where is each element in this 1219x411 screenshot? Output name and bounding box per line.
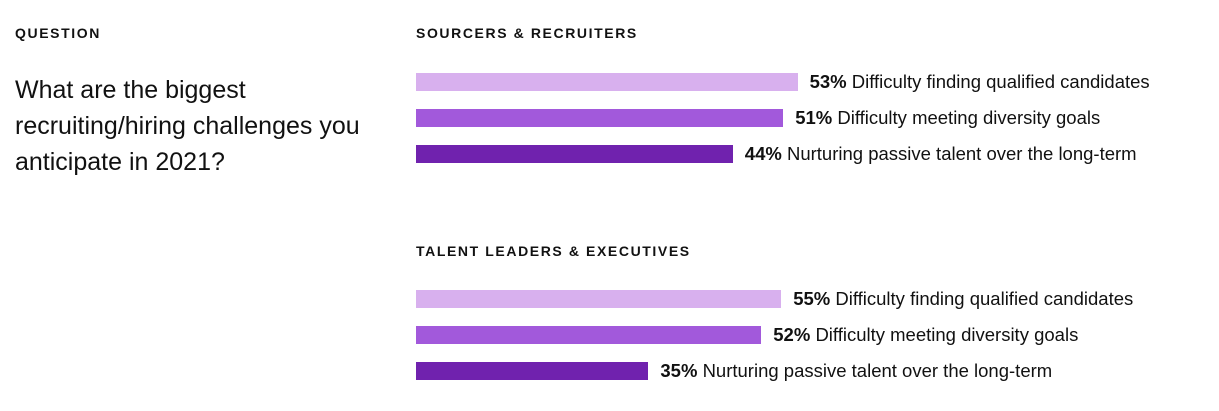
value-label: 55% [793, 288, 831, 309]
bar-label: 51% Difficulty meeting diversity goals [795, 107, 1100, 129]
bar-row: 53% Difficulty finding qualified candida… [416, 71, 1150, 93]
category-label: Difficulty finding qualified candidates [851, 71, 1150, 92]
value-label: 51% [795, 107, 833, 128]
value-label: 52% [773, 324, 811, 345]
bar-row: 55% Difficulty finding qualified candida… [416, 288, 1133, 310]
bar-label: 52% Difficulty meeting diversity goals [773, 324, 1078, 346]
bar-row: 35% Nurturing passive talent over the lo… [416, 360, 1052, 382]
bar [416, 145, 733, 163]
value-label: 44% [744, 143, 782, 164]
bar [416, 109, 784, 127]
bar [416, 290, 782, 308]
bar-label: 35% Nurturing passive talent over the lo… [660, 360, 1052, 382]
bar [416, 73, 798, 91]
bar-row: 52% Difficulty meeting diversity goals [416, 324, 1078, 346]
bar-row: 51% Difficulty meeting diversity goals [416, 107, 1100, 129]
category-label: Difficulty meeting diversity goals [815, 324, 1079, 345]
value-label: 53% [809, 71, 847, 92]
group-title-sourcers: SOURCERS & RECRUITERS [416, 25, 638, 41]
bar-label: 53% Difficulty finding qualified candida… [810, 71, 1150, 93]
question-label: QUESTION [15, 25, 101, 41]
group-title-leaders: TALENT LEADERS & EXECUTIVES [416, 243, 691, 259]
bar-row: 44% Nurturing passive talent over the lo… [416, 143, 1137, 165]
category-label: Nurturing passive talent over the long-t… [702, 360, 1053, 381]
bar-label: 55% Difficulty finding qualified candida… [793, 288, 1133, 310]
category-label: Nurturing passive talent over the long-t… [786, 143, 1137, 164]
bar-label: 44% Nurturing passive talent over the lo… [745, 143, 1137, 165]
bar [416, 326, 762, 344]
category-label: Difficulty meeting diversity goals [837, 107, 1101, 128]
category-label: Difficulty finding qualified candidates [835, 288, 1134, 309]
question-text: What are the biggest recruiting/hiring c… [15, 76, 360, 176]
value-label: 35% [660, 360, 698, 381]
bar [416, 362, 649, 380]
